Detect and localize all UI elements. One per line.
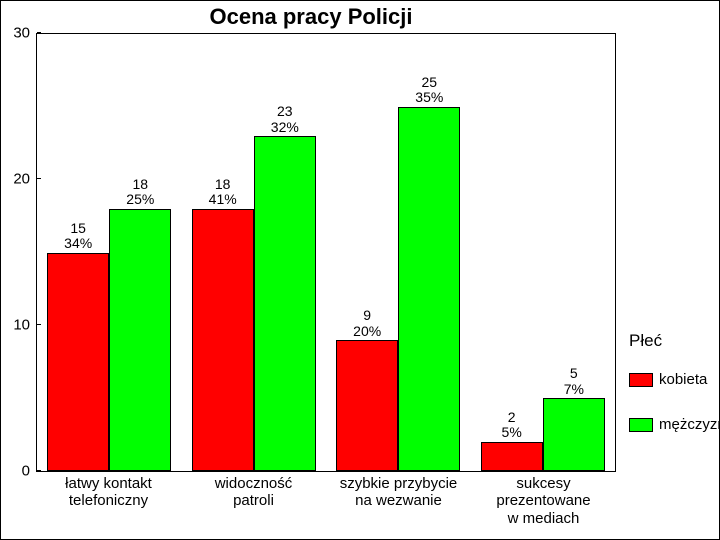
bar-group: 920%2535% [326, 34, 471, 471]
y-tick-label: 10 [13, 317, 30, 334]
y-tick-label: 30 [13, 25, 30, 42]
bar: 920% [336, 340, 398, 471]
legend-swatch [629, 418, 653, 432]
legend-label: mężczyzna [659, 416, 720, 433]
bar: 2332% [254, 136, 316, 471]
bar-group: 1841%2332% [182, 34, 327, 471]
bar-group: 25%57% [471, 34, 616, 471]
bar: 25% [481, 442, 543, 471]
x-tick-label: łatwy kontakttelefoniczny [36, 475, 181, 510]
legend-column: Płeć kobieta mężczyzna [621, 1, 719, 539]
bar-value-label: 2535% [399, 75, 459, 108]
legend-item: kobieta [629, 371, 707, 388]
bar-value-label: 1841% [193, 177, 253, 210]
plot-wrapper: 1534%1825%1841%2332%920%2535%25%57% [36, 33, 616, 471]
bar-value-label: 25% [482, 410, 542, 443]
chart-title: Ocena pracy Policji [1, 1, 621, 29]
bar: 1534% [47, 253, 109, 472]
bar-value-label: 1825% [110, 177, 170, 210]
bar-value-label: 57% [544, 366, 604, 399]
legend-label: kobieta [659, 371, 707, 388]
x-tick-label: szybkie przybyciena wezwanie [326, 475, 471, 510]
plot-area: 1534%1825%1841%2332%920%2535%25%57% [37, 34, 615, 471]
chart-frame: Ocena pracy Policji 0102030 1534%1825%18… [0, 0, 720, 540]
bar: 1825% [109, 209, 171, 471]
y-tick-label: 0 [22, 463, 30, 480]
legend-swatch [629, 373, 653, 387]
legend-title: Płeć [629, 331, 662, 351]
x-tick-label: sukcesyprezentowanew mediach [471, 475, 616, 527]
y-axis-ticks: 0102030 [1, 33, 36, 471]
chart-column: Ocena pracy Policji 0102030 1534%1825%18… [1, 1, 621, 539]
bar: 57% [543, 398, 605, 471]
bar: 1841% [192, 209, 254, 471]
bar-value-label: 2332% [255, 104, 315, 137]
x-axis-labels: łatwy kontakttelefonicznywidocznośćpatro… [36, 471, 616, 539]
bar: 2535% [398, 107, 460, 471]
legend-item: mężczyzna [629, 416, 720, 433]
bar-value-label: 920% [337, 308, 397, 341]
y-tick-label: 20 [13, 171, 30, 188]
bar-group: 1534%1825% [37, 34, 182, 471]
bar-value-label: 1534% [48, 221, 108, 254]
x-tick-label: widocznośćpatroli [181, 475, 326, 510]
